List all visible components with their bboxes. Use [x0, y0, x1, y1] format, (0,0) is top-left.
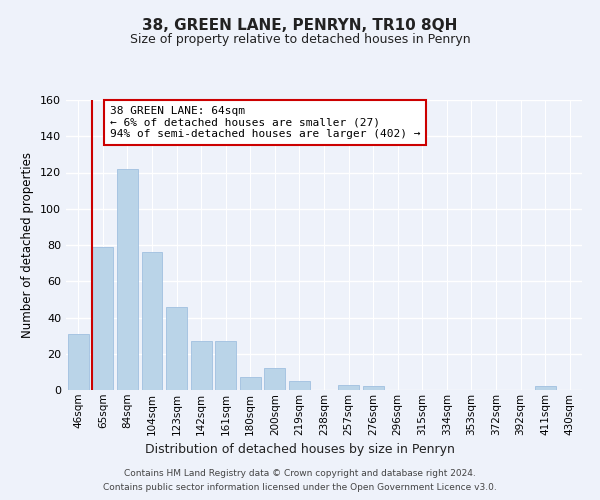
Bar — [362, 386, 383, 390]
Text: Distribution of detached houses by size in Penryn: Distribution of detached houses by size … — [145, 442, 455, 456]
Text: Contains HM Land Registry data © Crown copyright and database right 2024.: Contains HM Land Registry data © Crown c… — [124, 468, 476, 477]
Bar — [338, 384, 359, 390]
Text: 38, GREEN LANE, PENRYN, TR10 8QH: 38, GREEN LANE, PENRYN, TR10 8QH — [142, 18, 458, 32]
Bar — [166, 306, 187, 390]
Text: Size of property relative to detached houses in Penryn: Size of property relative to detached ho… — [130, 32, 470, 46]
Bar — [191, 341, 212, 390]
Text: 38 GREEN LANE: 64sqm
← 6% of detached houses are smaller (27)
94% of semi-detach: 38 GREEN LANE: 64sqm ← 6% of detached ho… — [110, 106, 421, 139]
Bar — [240, 378, 261, 390]
Bar — [92, 247, 113, 390]
Bar — [142, 252, 163, 390]
Text: Contains public sector information licensed under the Open Government Licence v3: Contains public sector information licen… — [103, 484, 497, 492]
Bar — [117, 169, 138, 390]
Bar — [535, 386, 556, 390]
Bar — [68, 334, 89, 390]
Bar — [215, 341, 236, 390]
Bar — [289, 381, 310, 390]
Y-axis label: Number of detached properties: Number of detached properties — [22, 152, 34, 338]
Bar — [265, 368, 286, 390]
